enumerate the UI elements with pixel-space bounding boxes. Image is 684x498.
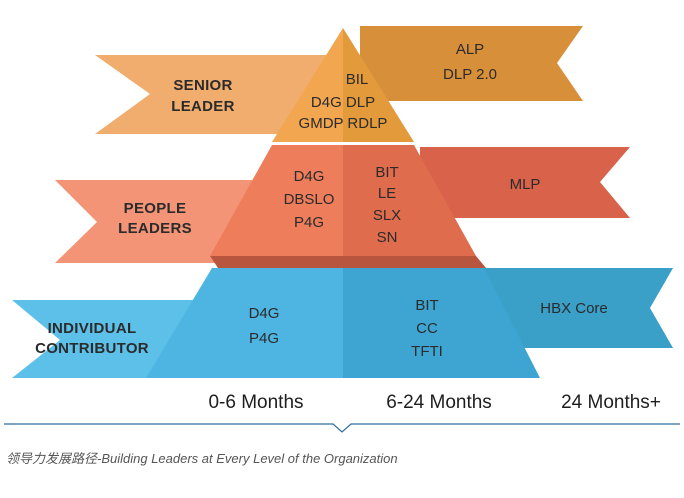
ic-right-band <box>470 268 673 348</box>
ic-mid-program-3: TFTI <box>411 343 443 360</box>
timeline-label-1: 0-6 Months <box>208 392 303 413</box>
timeline-label-3: 24 Months+ <box>561 392 661 413</box>
senior-right-program-1: ALP <box>456 41 484 58</box>
ic-level-label-line2: CONTRIBUTOR <box>35 340 149 357</box>
ic-left-band <box>12 300 200 378</box>
ic-right-program: HBX Core <box>540 300 608 317</box>
people-right-band <box>420 147 630 218</box>
people-mid-program-4: SN <box>377 229 398 246</box>
timeline-label-2: 6-24 Months <box>386 392 492 413</box>
ic-left-program-2: P4G <box>249 330 279 347</box>
people-tri-shadow <box>210 256 486 268</box>
senior-right-band <box>360 26 583 101</box>
ic-level-label-line1: INDIVIDUAL <box>48 320 137 337</box>
people-mid-program-2: LE <box>378 185 396 202</box>
senior-peak-program-row2: D4G DLP <box>311 94 375 111</box>
ic-left-program-1: D4G <box>249 305 280 322</box>
divider-line <box>4 423 680 433</box>
people-mid-program-3: SLX <box>373 207 401 224</box>
senior-peak-program-top: BIL <box>346 71 369 88</box>
ic-tri-right <box>343 268 540 378</box>
people-left-program-1: D4G <box>294 168 325 185</box>
senior-peak-program-row3: GMDP RDLP <box>299 115 388 132</box>
people-left-program-3: P4G <box>294 214 324 231</box>
people-left-band <box>55 180 256 263</box>
people-left-program-2: DBSLO <box>284 191 335 208</box>
ic-mid-program-1: BIT <box>415 297 438 314</box>
people-tri-right <box>343 145 476 256</box>
senior-level-label-line1: SENIOR <box>173 77 232 94</box>
senior-right-program-2: DLP 2.0 <box>443 66 497 83</box>
senior-peak-left <box>272 28 343 142</box>
ic-tri-left <box>146 268 343 378</box>
senior-left-band <box>95 55 330 134</box>
people-level-label-line1: PEOPLE <box>124 200 187 217</box>
senior-level-label-line2: LEADER <box>171 98 234 115</box>
ic-mid-program-2: CC <box>416 320 438 337</box>
people-level-label-line2: LEADERS <box>118 220 192 237</box>
people-right-program: MLP <box>510 176 541 193</box>
senior-peak-right <box>343 28 414 142</box>
people-mid-program-1: BIT <box>375 164 398 181</box>
figure-caption: 领导力发展路径-Building Leaders at Every Level … <box>6 451 398 466</box>
people-tri-left <box>210 145 343 256</box>
